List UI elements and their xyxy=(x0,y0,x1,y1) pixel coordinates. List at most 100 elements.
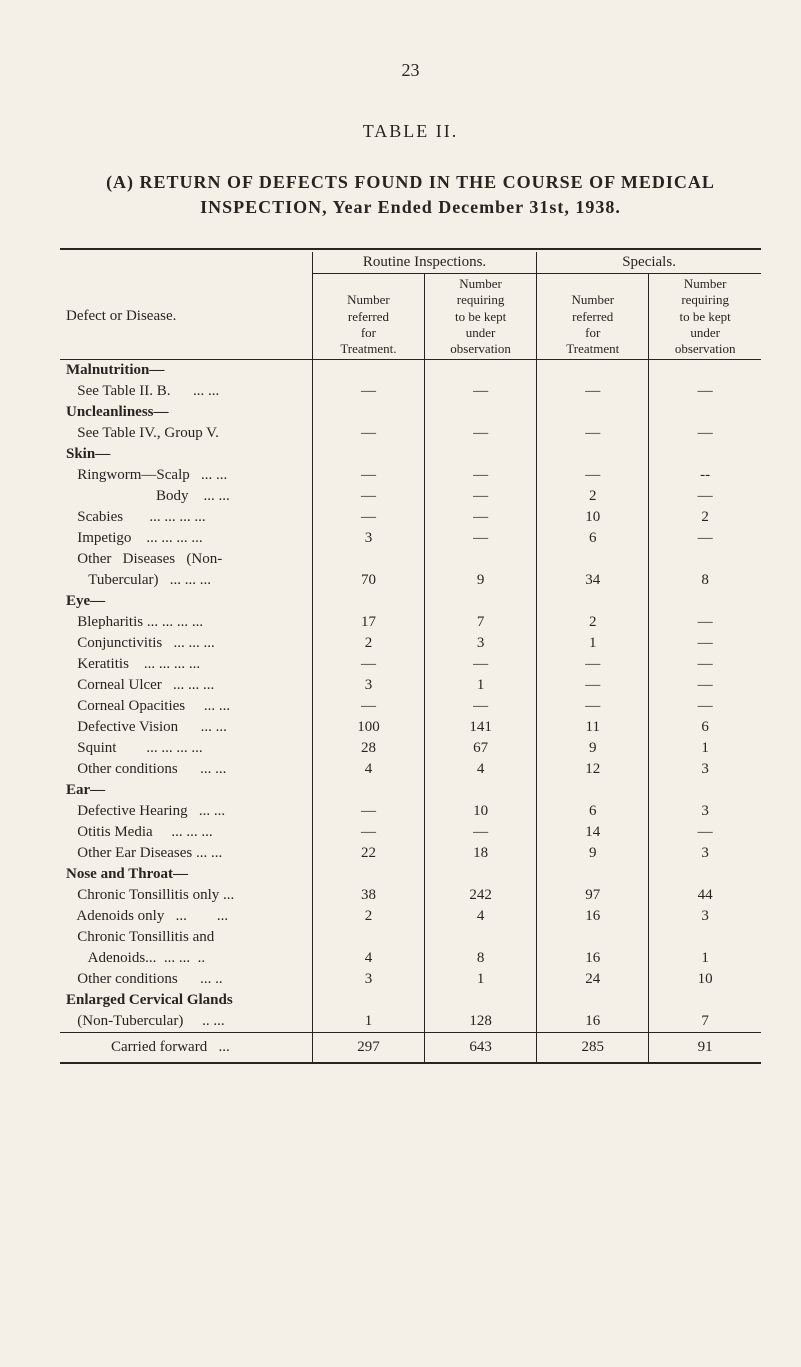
cell-col1 xyxy=(312,444,424,465)
row-label: Blepharitis ... ... ... ... xyxy=(60,612,312,633)
cell-col3 xyxy=(537,927,649,948)
row-label: Uncleanliness— xyxy=(60,402,312,423)
section-row: Enlarged Cervical Glands xyxy=(60,990,761,1011)
cell-col2: 9 xyxy=(425,570,537,591)
cell-col2 xyxy=(425,549,537,570)
table-row: Tubercular) ... ... ...709348 xyxy=(60,570,761,591)
cell-col3: 6 xyxy=(537,528,649,549)
cell-col3: 97 xyxy=(537,885,649,906)
cell-col1 xyxy=(312,927,424,948)
row-label: Chronic Tonsillitis and xyxy=(60,927,312,948)
cell-col4: — xyxy=(649,423,761,444)
cell-col1 xyxy=(312,780,424,801)
cell-col1: — xyxy=(312,465,424,486)
cell-col4: 3 xyxy=(649,759,761,780)
header-row-columns: Defect or Disease. NumberreferredforTrea… xyxy=(60,274,761,360)
cell-col4 xyxy=(649,444,761,465)
table-row: Other conditions ... ..312410 xyxy=(60,969,761,990)
row-label: Nose and Throat— xyxy=(60,864,312,885)
cell-col4: 6 xyxy=(649,717,761,738)
table-row: Adenoids only ... ...24163 xyxy=(60,906,761,927)
cell-col1: 3 xyxy=(312,528,424,549)
row-label: Chronic Tonsillitis only ... xyxy=(60,885,312,906)
cell-col2: 1 xyxy=(425,675,537,696)
table-label: TABLE II. xyxy=(60,121,761,142)
cell-col2: 10 xyxy=(425,801,537,822)
table-row: Defective Vision ... ...100141116 xyxy=(60,717,761,738)
section-row: Eye— xyxy=(60,591,761,612)
cell-col4 xyxy=(649,360,761,382)
cell-col1: 1 xyxy=(312,1011,424,1033)
row-label: See Table II. B. ... ... xyxy=(60,381,312,402)
header-col2: Numberrequiringto be keptunderobservatio… xyxy=(425,274,537,360)
cell-col2 xyxy=(425,780,537,801)
cell-col3: 9 xyxy=(537,738,649,759)
cell-col4: -- xyxy=(649,465,761,486)
total-col2: 643 xyxy=(425,1033,537,1064)
cell-col2: 128 xyxy=(425,1011,537,1033)
row-label: Adenoids only ... ... xyxy=(60,906,312,927)
cell-col1: — xyxy=(312,801,424,822)
table-row: Otitis Media ... ... ...——14— xyxy=(60,822,761,843)
cell-col4: 8 xyxy=(649,570,761,591)
cell-col2 xyxy=(425,927,537,948)
cell-col3: 9 xyxy=(537,843,649,864)
table-row: Conjunctivitis ... ... ...231— xyxy=(60,633,761,654)
cell-col4: 1 xyxy=(649,948,761,969)
cell-col1: 28 xyxy=(312,738,424,759)
table-row: Body ... ...——2— xyxy=(60,486,761,507)
table-row: Other conditions ... ...44123 xyxy=(60,759,761,780)
row-label: Ear— xyxy=(60,780,312,801)
cell-col3 xyxy=(537,402,649,423)
section-row: Ear— xyxy=(60,780,761,801)
row-label: Corneal Ulcer ... ... ... xyxy=(60,675,312,696)
cell-col2: 7 xyxy=(425,612,537,633)
cell-col3: — xyxy=(537,675,649,696)
cell-col2: — xyxy=(425,528,537,549)
cell-col3: — xyxy=(537,654,649,675)
cell-col3 xyxy=(537,780,649,801)
cell-col4: 2 xyxy=(649,507,761,528)
row-label: Impetigo ... ... ... ... xyxy=(60,528,312,549)
cell-col2 xyxy=(425,864,537,885)
cell-col4 xyxy=(649,549,761,570)
cell-col1 xyxy=(312,864,424,885)
row-label: Ringworm—Scalp ... ... xyxy=(60,465,312,486)
row-label: Scabies ... ... ... ... xyxy=(60,507,312,528)
cell-col1: 4 xyxy=(312,759,424,780)
row-label: Other conditions ... ... xyxy=(60,759,312,780)
cell-col1: 3 xyxy=(312,675,424,696)
cell-col4 xyxy=(649,990,761,1011)
table-row: Ringworm—Scalp ... ...———-- xyxy=(60,465,761,486)
cell-col4: — xyxy=(649,612,761,633)
cell-col2: 67 xyxy=(425,738,537,759)
header-row-groups: Routine Inspections. Specials. xyxy=(60,252,761,274)
row-label: Malnutrition— xyxy=(60,360,312,382)
title-line-2: INSPECTION, Year Ended December 31st, 19… xyxy=(60,197,761,218)
table-row: Defective Hearing ... ...—1063 xyxy=(60,801,761,822)
row-label: Adenoids... ... ... .. xyxy=(60,948,312,969)
table-row: See Table IV., Group V.———— xyxy=(60,423,761,444)
cell-col4 xyxy=(649,780,761,801)
cell-col3 xyxy=(537,444,649,465)
cell-col1: 3 xyxy=(312,969,424,990)
top-heavy-rule xyxy=(60,248,761,250)
table-row: Scabies ... ... ... ...——102 xyxy=(60,507,761,528)
header-col3: NumberreferredforTreatment xyxy=(537,274,649,360)
cell-col3: 12 xyxy=(537,759,649,780)
cell-col3: 1 xyxy=(537,633,649,654)
cell-col2 xyxy=(425,990,537,1011)
table-row: Chronic Tonsillitis and xyxy=(60,927,761,948)
table-row: Adenoids... ... ... ..48161 xyxy=(60,948,761,969)
row-label: Squint ... ... ... ... xyxy=(60,738,312,759)
cell-col4: — xyxy=(649,654,761,675)
row-label: See Table IV., Group V. xyxy=(60,423,312,444)
page: 23 TABLE II. (A) RETURN OF DEFECTS FOUND… xyxy=(0,0,801,1367)
header-col4: Numberrequiringto be keptunderobservatio… xyxy=(649,274,761,360)
cell-col3: 6 xyxy=(537,801,649,822)
cell-col2 xyxy=(425,444,537,465)
table-row: See Table II. B. ... ...———— xyxy=(60,381,761,402)
cell-col3: 11 xyxy=(537,717,649,738)
cell-col1 xyxy=(312,402,424,423)
cell-col3: 10 xyxy=(537,507,649,528)
